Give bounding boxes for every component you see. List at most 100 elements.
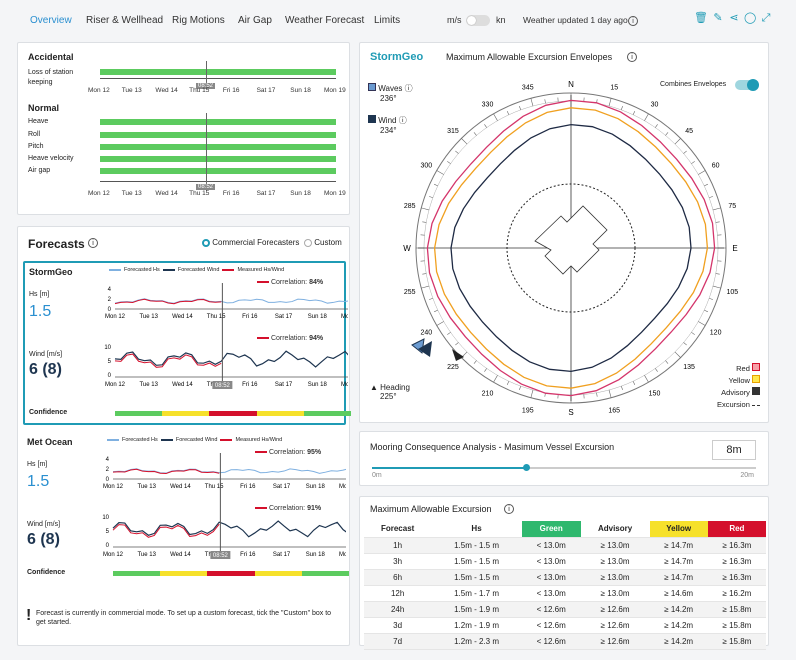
compass-tick	[620, 106, 623, 110]
excursion-value-input[interactable]: 8m	[712, 440, 756, 460]
day-tick: Thu 15	[207, 314, 226, 320]
table-header-row: Forecast Hs Green Advisory Yellow Red	[364, 521, 766, 538]
day-tick-label: Tue 13	[121, 190, 142, 197]
heading-indicator: ▲ Heading 225°	[370, 383, 410, 401]
day-tick: Fri 16	[240, 552, 256, 558]
day-tick: Wed 14	[170, 552, 191, 558]
confidence-segment	[115, 411, 163, 416]
status-bar-loss-station	[100, 69, 336, 75]
compass-degree-label: 15	[610, 85, 618, 92]
stormgeo-logo: StormGeo	[370, 51, 424, 63]
compass-tick	[712, 285, 721, 289]
table-cell: ≥ 14.7m	[649, 553, 708, 570]
waves-label: Waves	[378, 84, 403, 93]
wind-forecast-line	[114, 350, 348, 368]
tab-riser-wellhead[interactable]: Riser & Wellhead	[86, 15, 164, 26]
compass-tick	[530, 389, 534, 398]
normal-heading: Normal	[28, 103, 60, 113]
excursion-slider-track[interactable]	[372, 467, 756, 469]
compass-degree-label: 240	[421, 330, 433, 337]
share-icon[interactable]: ⋖	[729, 12, 739, 24]
compass-tick	[455, 150, 459, 154]
top-nav: Overview Riser & Wellhead Rig Motions Ai…	[0, 0, 796, 42]
provider-card-metocean[interactable]: Met Ocean Forecasted Hs Forecasted Wind M…	[23, 433, 349, 587]
column-header: Red	[707, 521, 766, 538]
unit-kn-label: kn	[496, 15, 506, 25]
status-bar-air-gap	[100, 168, 336, 174]
compass-degree-label: 120	[710, 330, 722, 337]
table-cell: < 12.6m	[521, 617, 581, 634]
day-tick: Mon 12	[103, 484, 124, 490]
chart-legend: Forecasted Hs Forecasted Wind Measured H…	[107, 437, 282, 443]
compass-degree-label: 30	[651, 101, 659, 108]
compass-tick	[519, 106, 522, 110]
tab-limits[interactable]: Limits	[374, 15, 401, 26]
commercial-forecasters-radio[interactable]: Commercial Forecasters	[202, 238, 299, 247]
table-row: 3h 1.5m - 1.5 m < 13.0m ≥ 13.0m ≥ 14.7m ≥ 16.…	[364, 553, 766, 570]
confidence-label: Confidence	[29, 409, 68, 416]
wind-direction: Wind ⓘ 234°	[368, 115, 407, 135]
table-cell: ≥ 15.8m	[707, 601, 766, 618]
compass-tick	[429, 196, 433, 199]
custom-radio[interactable]: Custom	[304, 238, 342, 247]
now-marker-bottom: 08:52	[196, 184, 216, 190]
tab-rig-motions[interactable]: Rig Motions	[172, 15, 225, 26]
table-info-icon[interactable]: i	[504, 504, 514, 514]
wind-tick: 0	[106, 543, 110, 549]
tab-air-gap[interactable]: Air Gap	[238, 15, 272, 26]
excursion-slider-thumb[interactable]	[522, 464, 530, 471]
combine-envelopes-toggle[interactable]	[735, 79, 759, 91]
compass-tick	[674, 138, 681, 145]
confidence-segment	[113, 571, 161, 576]
compass-tick	[421, 285, 430, 289]
table-row: 6h 1.5m - 1.5 m < 13.0m ≥ 13.0m ≥ 14.7m ≥ 16.…	[364, 569, 766, 586]
edit-icon[interactable]: ✎	[713, 12, 723, 24]
row-label-loss-station: Loss of station keeping	[28, 69, 74, 86]
compass-tick	[434, 309, 438, 313]
compass-tick	[683, 150, 687, 154]
waves-value: 236°	[380, 94, 397, 103]
compass-degree-label: 225	[447, 364, 459, 371]
legend-advisory-label: Advisory	[721, 388, 750, 397]
hs-measured-line	[112, 468, 220, 475]
compass-tick	[596, 392, 598, 397]
table-cell: < 12.6m	[521, 601, 581, 618]
tab-overview[interactable]: Overview	[30, 15, 72, 26]
provider-card-stormgeo[interactable]: StormGeo Forecasted Hs Forecasted Wind Me…	[23, 261, 351, 425]
compass-tick	[674, 351, 681, 358]
compass-tick	[709, 297, 713, 300]
custom-label: Custom	[314, 238, 342, 247]
envelope-title: Maximum Allowable Excursion Envelopes	[446, 52, 613, 62]
excursion-circle	[506, 183, 636, 313]
day-tick: Tue 13	[139, 314, 158, 320]
day-tick-label: Sat 17	[256, 87, 276, 94]
expand-icon[interactable]: ⤢	[761, 12, 771, 24]
hs-tick: 4	[108, 287, 112, 293]
unit-toggle[interactable]	[466, 15, 490, 26]
forecasts-info-icon[interactable]: i	[88, 238, 98, 248]
day-tick: Sat 17	[273, 552, 291, 558]
table-row: 1h 1.5m - 1.5 m < 13.0m ≥ 13.0m ≥ 14.7m ≥ 16.…	[364, 537, 766, 554]
row-label-pitch: Pitch	[28, 143, 44, 150]
day-tick-label: Sun 18	[290, 87, 311, 94]
table-cell: 24h	[364, 601, 432, 618]
compass-tick	[665, 360, 669, 364]
day-tick-label: Fri 16	[222, 87, 240, 94]
info-icon[interactable]: i	[628, 16, 638, 26]
trash-icon[interactable]: 🗑	[694, 12, 708, 24]
day-tick: Sun 18	[306, 484, 326, 490]
now-badge	[212, 381, 233, 389]
tab-weather-forecast[interactable]: Weather Forecast	[285, 15, 365, 26]
compass-tick	[436, 321, 444, 326]
excursion-table: Forecast Hs Green Advisory Yellow Red 1h 1.5m -…	[364, 521, 766, 650]
now-badge-label: 08:52	[213, 553, 229, 559]
wind-tick: 10	[102, 515, 109, 521]
envelope-info-icon[interactable]: i	[627, 52, 637, 62]
comment-icon[interactable]: ◯	[744, 12, 757, 24]
table-cell: < 13.0m	[521, 585, 581, 602]
compass-degree-label: 150	[649, 391, 661, 398]
compass-tick	[655, 368, 658, 372]
excursion-table-panel: Maximum Allowable Excursion i Forecast Hs…	[359, 496, 769, 650]
forecasts-title: Forecasts	[28, 237, 85, 251]
